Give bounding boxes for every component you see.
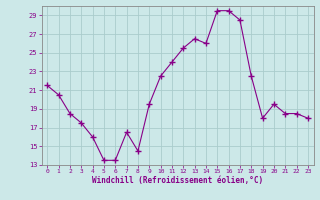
- X-axis label: Windchill (Refroidissement éolien,°C): Windchill (Refroidissement éolien,°C): [92, 176, 263, 185]
